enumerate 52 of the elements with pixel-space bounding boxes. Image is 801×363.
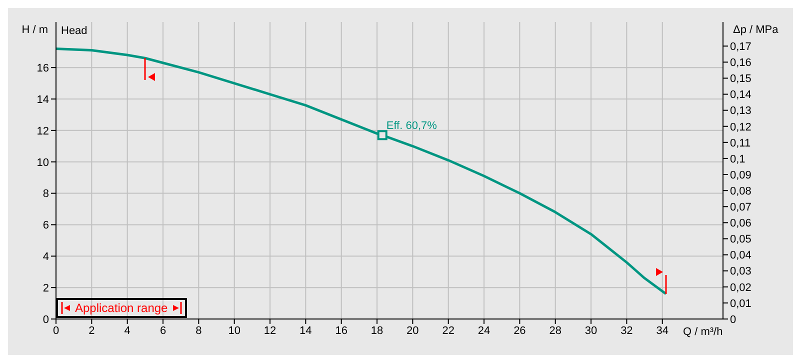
y2-tick-label: 0,06 [730,218,752,230]
y2-tick-label: 0,04 [730,250,752,262]
annotation: Eff. 60,7% [386,120,438,132]
y-tick-label: 2 [42,282,49,294]
x-tick-label: 6 [160,324,166,337]
y-tick-label: 8 [42,188,49,200]
x-axis-title: Q / m³/h [683,326,723,338]
y-tick-label: 6 [42,220,49,232]
x-tick-label: 10 [228,324,240,337]
x-tick-label: 30 [584,324,598,337]
x-tick-label: 26 [514,324,526,337]
x-tick-label: 16 [335,324,348,337]
y-tick-label: 10 [36,156,49,169]
y-tick-label: 12 [36,125,49,138]
y2-tick-label: 0,08 [730,185,752,198]
y2-tick-label: 0,09 [730,169,752,182]
y2-tick-label: 0,13 [730,105,752,118]
annotation: Head [61,25,88,37]
y2-tick-label: 0,14 [730,89,752,102]
y2-tick-label: 0,15 [730,73,752,86]
x-tick-label: 28 [549,324,562,337]
y-tick-label: 16 [36,62,49,74]
x-tick-label: 8 [196,324,202,337]
y2-tick-label: 0,01 [730,298,752,310]
x-tick-label: 2 [88,324,95,337]
x-tick-label: 32 [620,324,633,337]
x-tick-label: 18 [370,324,384,337]
x-tick-label: 12 [264,324,276,337]
y2-tick-label: 0,12 [730,121,752,134]
y2-tick-label: 0,11 [730,137,751,150]
y-axis-title: H / m [22,24,48,36]
y2-tick-label: 0,1 [730,153,746,166]
x-tick-label: 14 [300,324,312,337]
y2-tick-label: 0,07 [730,202,752,214]
x-tick-label: 22 [442,324,454,337]
y2-axis-title: Δp / MPa [733,24,778,36]
annotation: Application range [75,301,168,315]
y2-tick-label: 0,03 [730,266,752,278]
x-tick-label: 20 [406,324,419,337]
x-tick-label: 34 [656,324,668,337]
y-tick-label: 0 [42,314,49,326]
x-tick-label: 24 [478,324,490,337]
line-series [56,47,668,296]
x-tick-label: 4 [124,324,130,337]
y2-tick-label: 0 [730,314,736,326]
y2-tick-label: 0,17 [730,40,752,53]
y-tick-label: 14 [36,94,49,106]
y2-tick-label: 0,05 [730,234,752,246]
y2-tick-label: 0,16 [730,57,752,70]
x-tick-label: 0 [52,324,60,337]
y-tick-label: 4 [42,251,49,264]
y2-tick-label: 0,02 [730,282,752,294]
